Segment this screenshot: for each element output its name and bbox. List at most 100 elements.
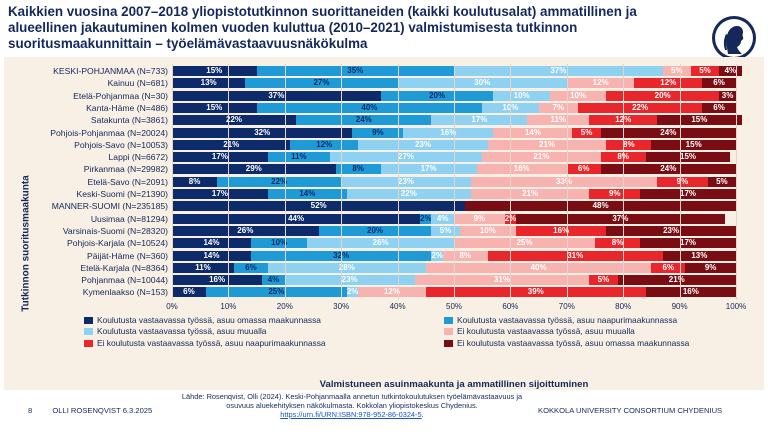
bar-segment bbox=[380, 164, 477, 175]
bar-segment bbox=[172, 189, 268, 199]
data-label: 20% bbox=[367, 225, 384, 235]
category-label: Kymenlaakso (N=153) bbox=[82, 287, 168, 298]
data-label: 8% bbox=[352, 164, 364, 174]
bar-segment bbox=[172, 176, 218, 187]
bar-segment bbox=[172, 275, 263, 286]
data-label: 31% bbox=[493, 275, 510, 285]
x-tick-label: 40% bbox=[389, 301, 406, 311]
bar-segment bbox=[566, 78, 635, 89]
data-label: 39% bbox=[527, 287, 544, 297]
source-link[interactable]: https://urn.fi/URN:ISBN:978-952-86-0324-… bbox=[280, 410, 422, 419]
bar-segment bbox=[290, 139, 359, 150]
bar-segment bbox=[651, 262, 686, 273]
x-tick-label: 50% bbox=[445, 301, 463, 311]
category-label: Pohjois-Karjala (N=10524) bbox=[66, 238, 168, 249]
data-label: 23% bbox=[414, 139, 431, 149]
data-label: 2% bbox=[431, 250, 443, 260]
bar-segment bbox=[516, 225, 607, 236]
data-label: 20% bbox=[429, 90, 446, 100]
bar-segment bbox=[606, 225, 736, 236]
data-label: 3% bbox=[721, 90, 734, 100]
bar-segment bbox=[284, 275, 415, 286]
legend-label: Ei koulutusta vastaavassa työssä, asuu m… bbox=[457, 326, 635, 337]
bar-segment bbox=[403, 127, 494, 138]
bar-segment bbox=[262, 275, 285, 286]
bar-segment bbox=[454, 66, 663, 76]
bar-segment bbox=[172, 152, 268, 163]
data-label: 37% bbox=[550, 66, 567, 75]
data-label: 10% bbox=[271, 238, 288, 248]
bar-segment bbox=[578, 102, 703, 113]
data-label: 14% bbox=[203, 238, 220, 248]
bar-row: 52% 48% bbox=[172, 201, 736, 212]
source-line-1: Lähde: Rosenqvist, Olli (2024). Keski-Po… bbox=[181, 392, 523, 401]
source-end: . bbox=[421, 410, 424, 419]
bar-row: 14% 10% 26% 25% 8% 17% bbox=[172, 238, 736, 249]
bar-segment bbox=[657, 176, 708, 187]
data-label: 2% bbox=[346, 287, 359, 297]
data-label: 17% bbox=[680, 238, 697, 248]
bar-segment bbox=[482, 152, 601, 163]
bar-segment bbox=[651, 139, 736, 150]
bar-segment bbox=[397, 78, 567, 89]
legend-item: Ei koulutusta vastaavassa työssä, asuu m… bbox=[444, 326, 635, 336]
x-tick-label: 100% bbox=[725, 301, 747, 311]
bar-segment bbox=[217, 176, 342, 187]
data-label: 24% bbox=[660, 127, 677, 137]
data-label: 13% bbox=[200, 78, 217, 88]
bar-segment bbox=[566, 164, 601, 175]
bar-segment bbox=[640, 189, 736, 199]
data-label: 6% bbox=[662, 262, 675, 272]
chart-panel: Tutkinnon suoritusmaakunta KESKI-POHJANM… bbox=[4, 57, 764, 390]
bar-segment bbox=[172, 262, 235, 273]
bar-segment bbox=[250, 238, 308, 249]
data-label: 9% bbox=[704, 262, 717, 272]
x-tick-label: 10% bbox=[220, 301, 237, 311]
bar-row: 32% 9% 16% 14% 5% 24% bbox=[172, 127, 736, 138]
legend-label: Koulutusta vastaavassa työssä, asuu omas… bbox=[97, 314, 321, 325]
bar-segment bbox=[172, 238, 251, 249]
data-label: 12% bbox=[316, 139, 333, 149]
data-label: 14% bbox=[299, 189, 316, 198]
data-label: 10% bbox=[479, 225, 496, 235]
bar-segment bbox=[504, 213, 517, 224]
bar-segment bbox=[172, 115, 297, 126]
page-title: Kaikkien vuosina 2007–2018 yliopistotutk… bbox=[8, 4, 637, 51]
data-label: 23% bbox=[663, 225, 680, 235]
bar-segment bbox=[318, 225, 432, 236]
bar-segment bbox=[172, 139, 291, 150]
data-label: 22% bbox=[632, 102, 649, 112]
bar-segment bbox=[307, 238, 454, 249]
category-label: Etelä-Pohjanmaa (N=30) bbox=[73, 90, 168, 101]
data-label: 5% bbox=[716, 176, 728, 186]
bar-segment bbox=[572, 127, 601, 138]
data-label: 15% bbox=[206, 102, 223, 112]
bar-row: 17% 11% 27% 21% 8% 15% bbox=[172, 152, 736, 163]
data-label: 27% bbox=[313, 78, 330, 88]
data-label: 23% bbox=[398, 176, 415, 186]
data-label: 5% bbox=[670, 66, 683, 75]
source-line-2: osuvuus aluekehityksen näkökulmasta. Kok… bbox=[226, 401, 478, 410]
data-label: 8% bbox=[623, 139, 635, 149]
gridline bbox=[566, 64, 568, 300]
data-label: 32% bbox=[254, 127, 271, 137]
data-label: 8% bbox=[611, 238, 624, 248]
source-citation: Lähde: Rosenqvist, Olli (2024). Keski-Po… bbox=[172, 392, 532, 419]
bar-segment bbox=[595, 238, 641, 249]
bar-segment bbox=[442, 250, 488, 261]
category-label: Varsinais-Suomi (N=28320) bbox=[62, 225, 168, 236]
data-label: 40% bbox=[361, 102, 378, 112]
gridline bbox=[341, 64, 343, 300]
data-label: 22% bbox=[226, 115, 243, 125]
data-label: 22% bbox=[400, 189, 417, 198]
data-label: 16% bbox=[513, 164, 530, 174]
bar-segment bbox=[172, 250, 251, 261]
data-label: 15% bbox=[206, 66, 223, 75]
bar-segment bbox=[549, 90, 607, 101]
data-label: 28% bbox=[338, 262, 355, 272]
bar-row: 17% 14% 22% 21% 9% 17% bbox=[172, 189, 736, 199]
data-label: 24% bbox=[355, 115, 372, 125]
data-label: 6% bbox=[713, 78, 725, 88]
data-label: 12% bbox=[383, 287, 400, 297]
data-label: 40% bbox=[530, 262, 547, 272]
